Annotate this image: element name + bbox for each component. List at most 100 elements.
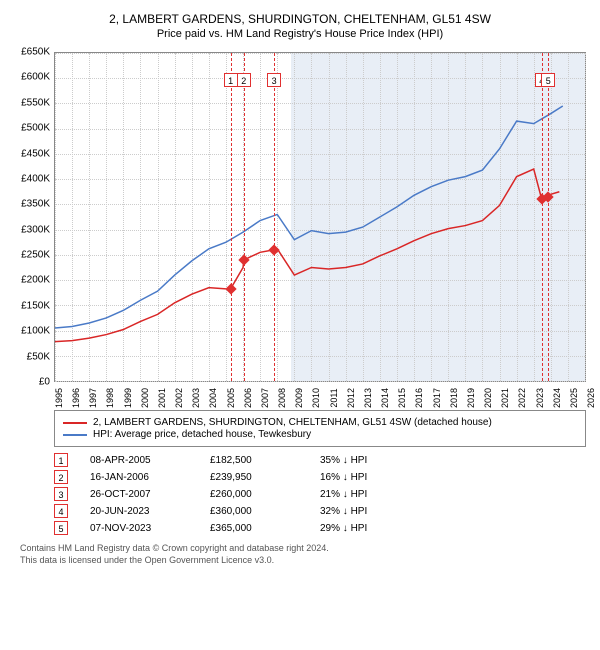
x-tick-label: 2022 [517,388,527,408]
y-tick-label: £600K [21,72,50,83]
x-tick-label: 2006 [243,388,253,408]
x-tick-label: 2011 [329,388,339,407]
event-row: 4 20-JUN-2023£360,00032% ↓ HPI [54,504,586,518]
event-delta: 21% ↓ HPI [320,489,420,500]
x-tick-label: 2024 [552,388,562,408]
x-tick-label: 2003 [191,388,201,408]
x-tick-label: 1995 [54,388,64,408]
event-row: 5 07-NOV-2023£365,00029% ↓ HPI [54,521,586,535]
footnote-line-1: Contains HM Land Registry data © Crown c… [20,543,586,555]
y-tick-label: £350K [21,199,50,210]
event-date: 16-JAN-2006 [90,472,210,483]
x-tick-label: 2025 [569,388,579,408]
x-tick-label: 2010 [311,388,321,408]
event-row: 1 08-APR-2005£182,50035% ↓ HPI [54,453,586,467]
y-axis-labels: £0 £50K £100K £150K £200K £250K £300K £350K £400… [10,48,52,402]
y-tick-label: £50K [27,351,50,362]
event-marker: 2 [237,73,251,87]
event-line [231,53,232,381]
event-price: £182,500 [210,455,320,466]
y-tick-label: £0 [39,377,50,388]
y-tick-label: £200K [21,275,50,286]
event-delta: 35% ↓ HPI [320,455,420,466]
x-tick-label: 1997 [88,388,98,408]
legend-label: 2, LAMBERT GARDENS, SHURDINGTON, CHELTEN… [93,417,492,428]
event-number: 3 [54,487,68,501]
x-tick-label: 2014 [380,388,390,408]
chart-title: 2, LAMBERT GARDENS, SHURDINGTON, CHELTEN… [10,12,590,26]
x-axis-labels: 1995199619971998199920002001200220032004… [54,384,586,402]
gridline-h [55,381,585,382]
event-delta: 32% ↓ HPI [320,506,420,517]
event-price: £365,000 [210,523,320,534]
event-number: 5 [54,521,68,535]
x-tick-label: 2008 [277,388,287,408]
x-tick-label: 2016 [414,388,424,408]
legend-item: HPI: Average price, detached house, Tewk… [63,429,577,440]
x-tick-label: 1999 [123,388,133,408]
event-line [244,53,245,381]
y-tick-label: £300K [21,224,50,235]
x-tick-label: 2018 [449,388,459,408]
event-price: £239,950 [210,472,320,483]
line-canvas [55,53,585,381]
event-marker: 1 [224,73,238,87]
x-tick-label: 2005 [226,388,236,408]
event-line [542,53,543,381]
x-tick-label: 2001 [157,388,167,408]
legend-swatch [63,422,87,424]
event-delta: 16% ↓ HPI [320,472,420,483]
series-property [55,169,559,342]
x-tick-label: 2004 [208,388,218,408]
x-tick-label: 1996 [71,388,81,408]
x-tick-label: 2017 [432,388,442,408]
event-number: 2 [54,470,68,484]
y-tick-label: £100K [21,326,50,337]
x-tick-label: 2015 [397,388,407,408]
x-tick-label: 2007 [260,388,270,408]
event-marker: 3 [267,73,281,87]
footnote: Contains HM Land Registry data © Crown c… [20,543,586,566]
y-tick-label: £550K [21,97,50,108]
event-number: 4 [54,504,68,518]
legend: 2, LAMBERT GARDENS, SHURDINGTON, CHELTEN… [54,410,586,447]
x-tick-label: 2002 [174,388,184,408]
x-tick-label: 2000 [140,388,150,408]
plot-region: 12345 [54,52,586,382]
gridline-v [585,53,586,381]
event-line [548,53,549,381]
event-price: £260,000 [210,489,320,500]
events-table: 1 08-APR-2005£182,50035% ↓ HPI 2 16-JAN-200… [54,453,586,535]
event-price: £360,000 [210,506,320,517]
event-delta: 29% ↓ HPI [320,523,420,534]
x-tick-label: 2019 [466,388,476,408]
x-tick-label: 2020 [483,388,493,408]
y-tick-label: £400K [21,173,50,184]
event-line [274,53,275,381]
y-tick-label: £650K [21,47,50,58]
event-date: 20-JUN-2023 [90,506,210,517]
x-tick-label: 2026 [586,388,596,408]
event-row: 2 16-JAN-2006£239,95016% ↓ HPI [54,470,586,484]
y-tick-label: £500K [21,123,50,134]
x-tick-label: 2021 [500,388,510,408]
chart-area: £0 £50K £100K £150K £200K £250K £300K £350K £400… [10,48,590,402]
event-marker: 5 [541,73,555,87]
event-number: 1 [54,453,68,467]
event-date: 08-APR-2005 [90,455,210,466]
y-tick-label: £450K [21,148,50,159]
event-row: 3 26-OCT-2007£260,00021% ↓ HPI [54,487,586,501]
x-tick-label: 2012 [346,388,356,408]
legend-swatch [63,434,87,436]
chart-subtitle: Price paid vs. HM Land Registry's House … [10,28,590,40]
event-date: 07-NOV-2023 [90,523,210,534]
legend-item: 2, LAMBERT GARDENS, SHURDINGTON, CHELTEN… [63,417,577,428]
x-tick-label: 1998 [105,388,115,408]
x-tick-label: 2013 [363,388,373,408]
event-date: 26-OCT-2007 [90,489,210,500]
x-tick-label: 2009 [294,388,304,408]
x-tick-label: 2023 [535,388,545,408]
y-tick-label: £150K [21,300,50,311]
y-tick-label: £250K [21,250,50,261]
legend-label: HPI: Average price, detached house, Tewk… [93,429,311,440]
